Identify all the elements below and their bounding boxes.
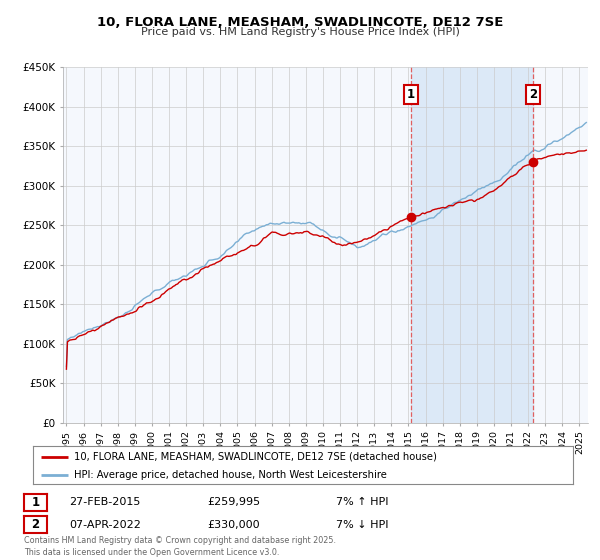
Text: Price paid vs. HM Land Registry's House Price Index (HPI): Price paid vs. HM Land Registry's House …	[140, 27, 460, 37]
Text: 1: 1	[31, 496, 40, 509]
Text: Contains HM Land Registry data © Crown copyright and database right 2025.
This d: Contains HM Land Registry data © Crown c…	[24, 536, 336, 557]
Text: 1: 1	[407, 88, 415, 101]
Text: 2: 2	[31, 518, 40, 531]
Text: 7% ↓ HPI: 7% ↓ HPI	[336, 520, 389, 530]
Text: HPI: Average price, detached house, North West Leicestershire: HPI: Average price, detached house, Nort…	[74, 470, 386, 480]
Text: 2: 2	[529, 88, 537, 101]
Text: £259,995: £259,995	[207, 497, 260, 507]
Text: 10, FLORA LANE, MEASHAM, SWADLINCOTE, DE12 7SE: 10, FLORA LANE, MEASHAM, SWADLINCOTE, DE…	[97, 16, 503, 29]
Text: £330,000: £330,000	[207, 520, 260, 530]
Bar	[411, 67, 533, 423]
Text: 7% ↑ HPI: 7% ↑ HPI	[336, 497, 389, 507]
Text: 10, FLORA LANE, MEASHAM, SWADLINCOTE, DE12 7SE (detached house): 10, FLORA LANE, MEASHAM, SWADLINCOTE, DE…	[74, 452, 436, 462]
Text: 07-APR-2022: 07-APR-2022	[69, 520, 141, 530]
Text: 27-FEB-2015: 27-FEB-2015	[69, 497, 140, 507]
